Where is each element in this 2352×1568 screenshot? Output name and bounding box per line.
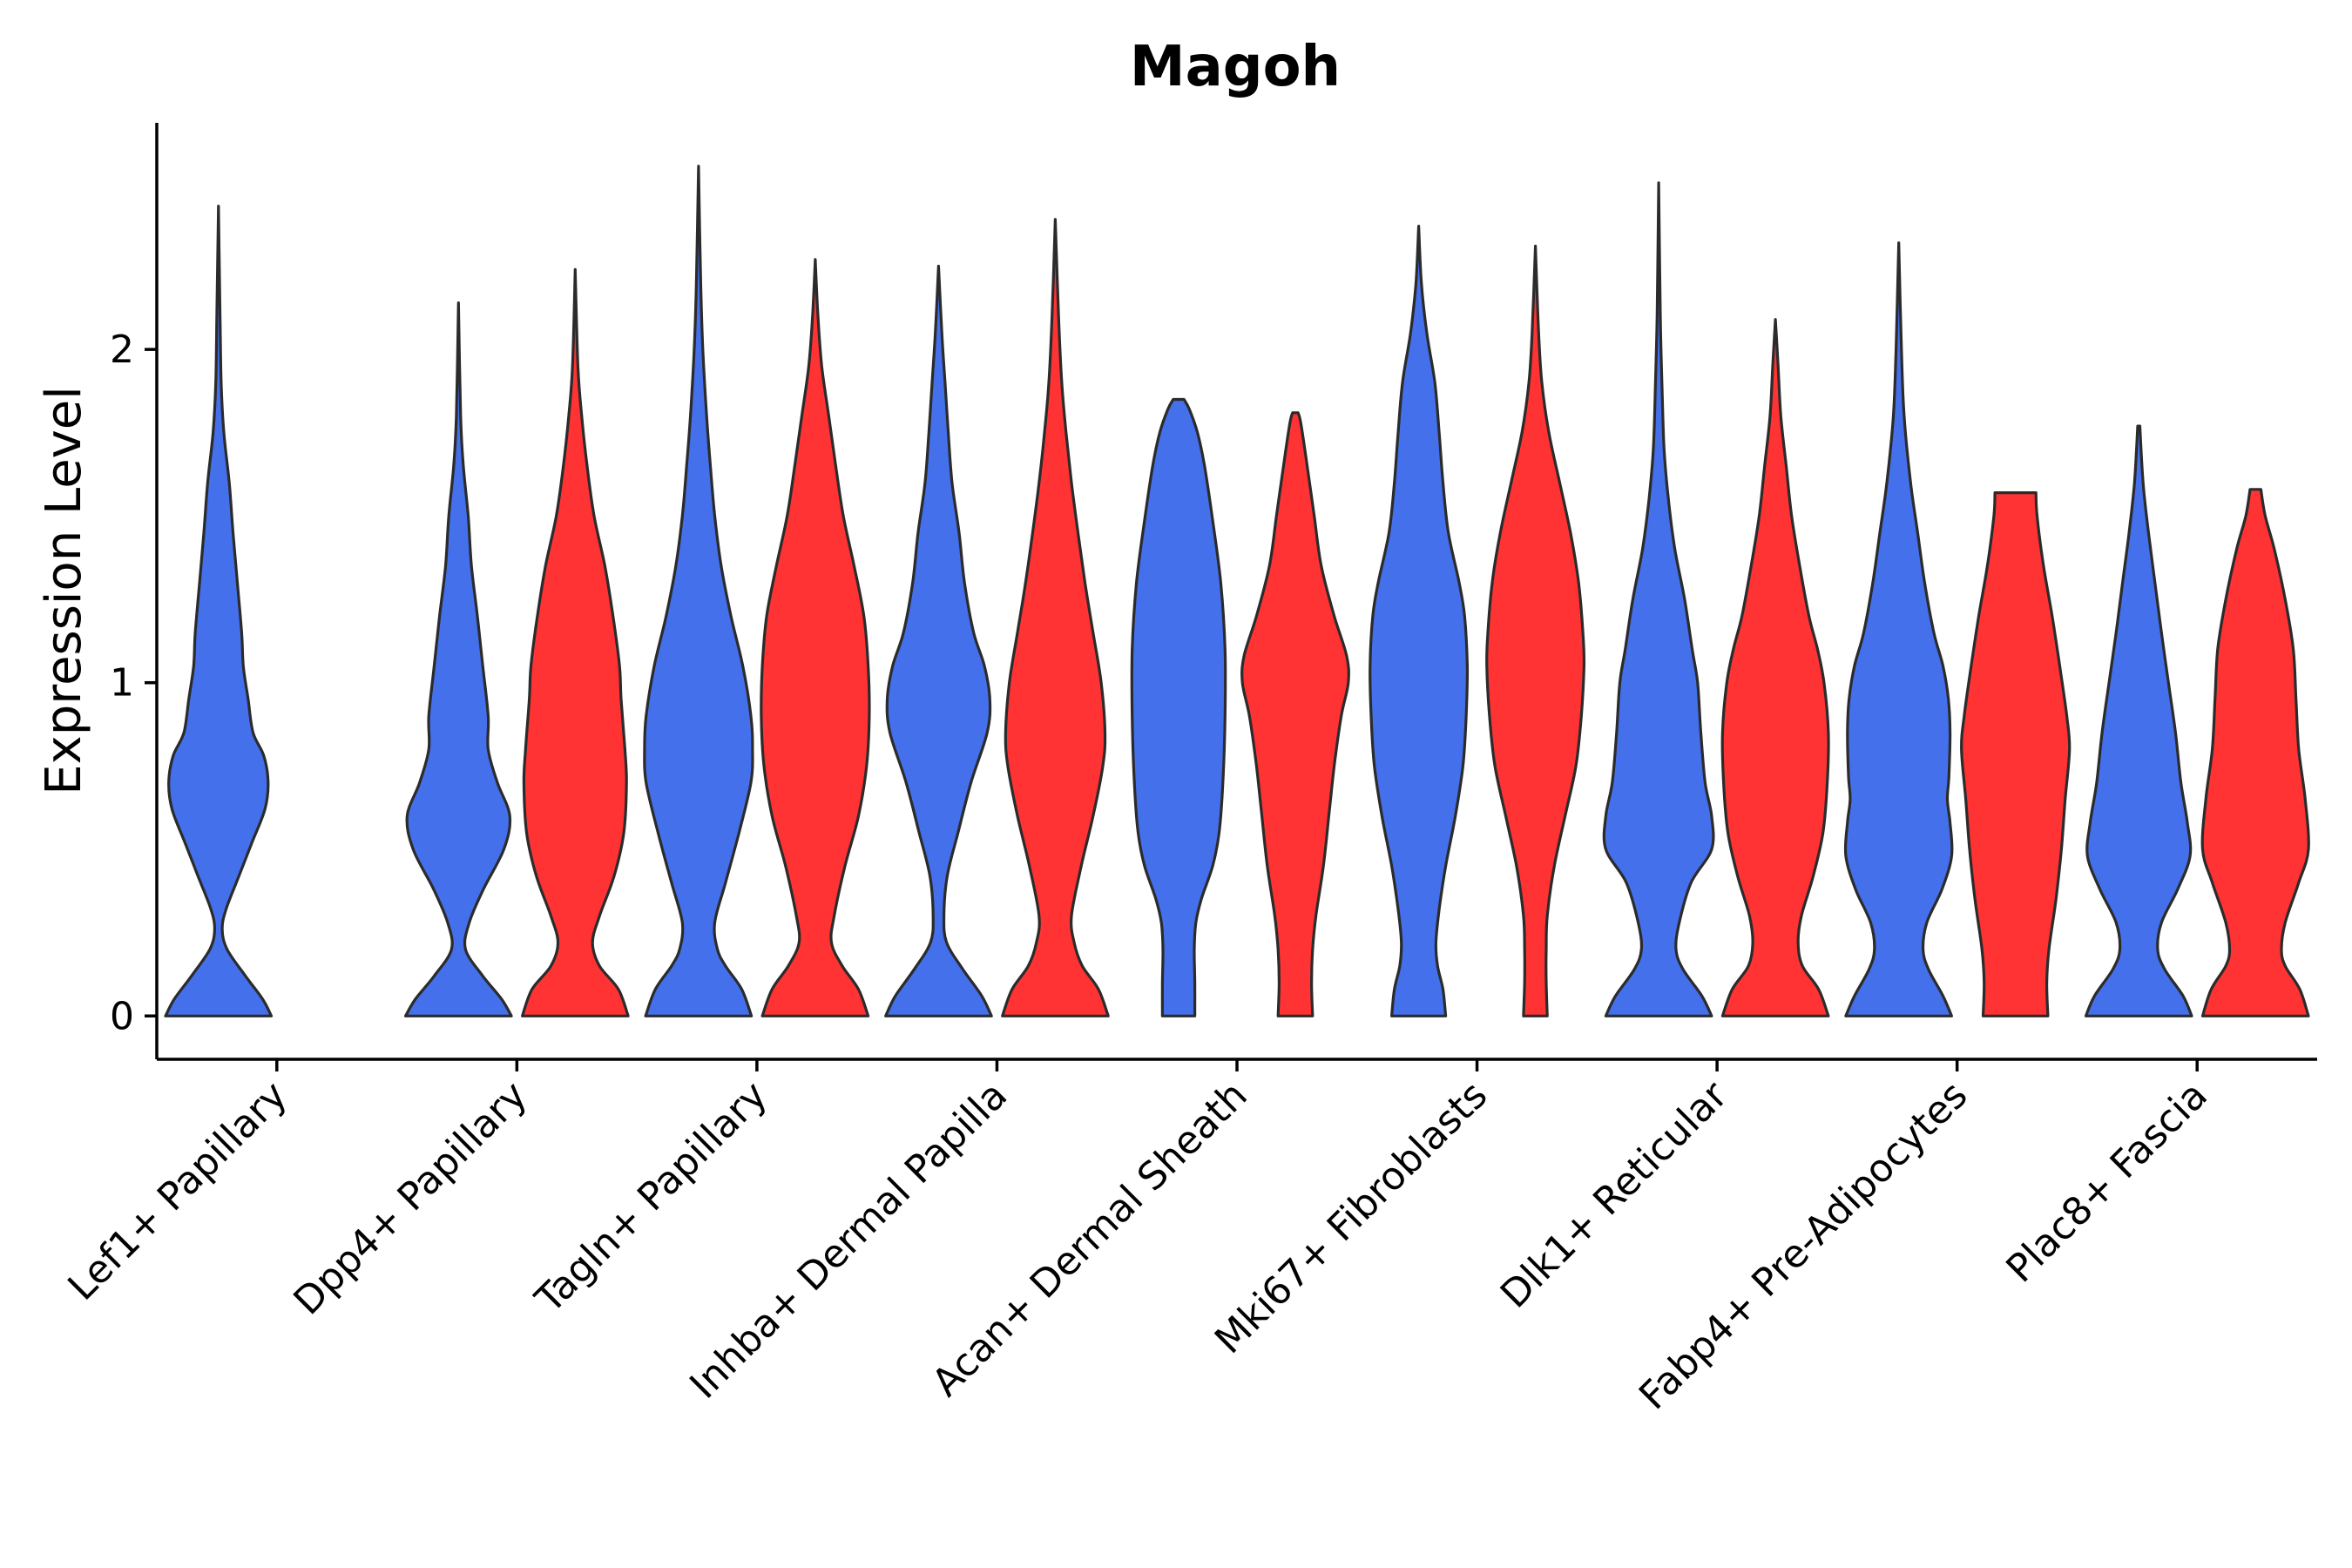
violin-b — [1485, 244, 1586, 1017]
violin-a — [1843, 241, 1954, 1017]
x-tick-label: Plac8+ Fascia — [1997, 1073, 2216, 1292]
y-ticks: 0 1 2 — [110, 328, 157, 1038]
chart-title: Magoh — [1130, 35, 1341, 99]
violin-b — [521, 267, 630, 1017]
violin-a — [404, 301, 513, 1017]
y-tick-label: 1 — [110, 661, 134, 706]
violin-a — [164, 205, 274, 1017]
violin-a — [1369, 225, 1470, 1017]
violin-a — [884, 264, 993, 1017]
violin-a — [1602, 181, 1715, 1017]
violin-b — [1720, 318, 1830, 1017]
x-tick-label: Tagln+ Papillary — [527, 1073, 776, 1322]
violin-a — [2084, 424, 2193, 1017]
y-axis-label: Expression Level — [36, 386, 92, 795]
x-tick-label: Dpp4+ Papillary — [285, 1073, 536, 1324]
violin-a — [643, 165, 754, 1017]
x-tick-label: Dlk1+ Reticular — [1492, 1072, 1737, 1317]
x-tick-label: Lef1+ Papillary — [59, 1073, 295, 1309]
violin-b — [760, 258, 871, 1017]
violin-a — [1130, 397, 1227, 1017]
violin-b — [1240, 411, 1350, 1017]
y-tick-label: 0 — [110, 994, 134, 1038]
violin-b — [2200, 488, 2310, 1017]
violin-b — [1960, 491, 2072, 1017]
x-tick-label: Mki67+ Fibroblasts — [1206, 1073, 1496, 1362]
violin-layer — [164, 165, 2310, 1017]
y-tick-label: 2 — [110, 328, 134, 372]
violin-b — [1001, 218, 1110, 1017]
